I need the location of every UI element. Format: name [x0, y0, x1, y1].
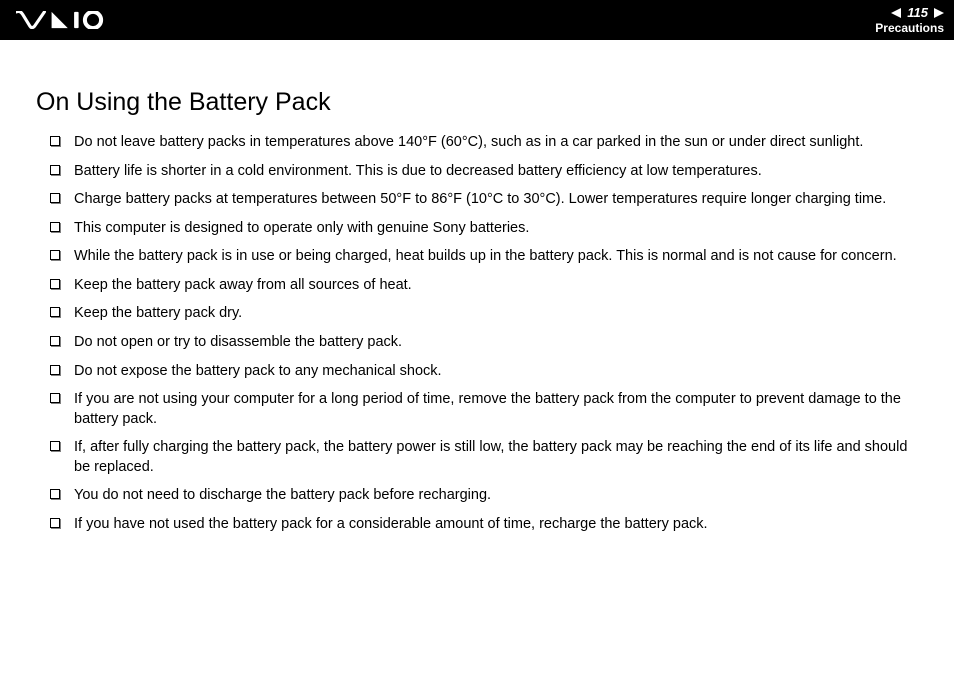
list-item-text: If, after fully charging the battery pac…	[74, 438, 918, 477]
vaio-logo	[16, 11, 116, 29]
bullet-icon	[50, 136, 60, 146]
list-item-text: This computer is designed to operate onl…	[74, 219, 918, 239]
page-number: 115	[907, 5, 928, 20]
prev-page-arrow-icon[interactable]	[891, 8, 901, 18]
list-item-text: You do not need to discharge the battery…	[74, 486, 918, 506]
list-item: Battery life is shorter in a cold enviro…	[50, 162, 918, 182]
list-item-text: Battery life is shorter in a cold enviro…	[74, 162, 918, 182]
list-item-text: Do not leave battery packs in temperatur…	[74, 133, 918, 153]
bullet-icon	[50, 250, 60, 260]
bullet-icon	[50, 279, 60, 289]
list-item: Charge battery packs at temperatures bet…	[50, 190, 918, 210]
list-item: While the battery pack is in use or bein…	[50, 247, 918, 267]
list-item-text: Keep the battery pack away from all sour…	[74, 276, 918, 296]
bullet-icon	[50, 307, 60, 317]
header-bar: 115 Precautions	[0, 0, 954, 40]
list-item-text: Charge battery packs at temperatures bet…	[74, 190, 918, 210]
list-item: Keep the battery pack dry.	[50, 304, 918, 324]
bullet-icon	[50, 441, 60, 451]
bullet-icon	[50, 222, 60, 232]
list-item-text: Do not expose the battery pack to any me…	[74, 362, 918, 382]
list-item: Do not open or try to disassemble the ba…	[50, 333, 918, 353]
next-page-arrow-icon[interactable]	[934, 8, 944, 18]
list-item: Keep the battery pack away from all sour…	[50, 276, 918, 296]
list-item: If, after fully charging the battery pac…	[50, 438, 918, 477]
page-title: On Using the Battery Pack	[36, 88, 918, 117]
page-content: On Using the Battery Pack Do not leave b…	[0, 40, 954, 534]
bullet-icon	[50, 365, 60, 375]
bullet-icon	[50, 393, 60, 403]
list-item-text: If you are not using your computer for a…	[74, 390, 918, 429]
bullet-icon	[50, 193, 60, 203]
list-item: Do not expose the battery pack to any me…	[50, 362, 918, 382]
bullet-icon	[50, 518, 60, 528]
section-name[interactable]: Precautions	[875, 21, 944, 35]
list-item: If you are not using your computer for a…	[50, 390, 918, 429]
header-nav: 115 Precautions	[875, 5, 944, 35]
bullet-icon	[50, 489, 60, 499]
list-item-text: If you have not used the battery pack fo…	[74, 515, 918, 535]
list-item-text: Keep the battery pack dry.	[74, 304, 918, 324]
bullet-icon	[50, 165, 60, 175]
list-item: You do not need to discharge the battery…	[50, 486, 918, 506]
list-item-text: While the battery pack is in use or bein…	[74, 247, 918, 267]
list-item: If you have not used the battery pack fo…	[50, 515, 918, 535]
list-item: Do not leave battery packs in temperatur…	[50, 133, 918, 153]
bullet-icon	[50, 336, 60, 346]
list-item: This computer is designed to operate onl…	[50, 219, 918, 239]
bullet-list: Do not leave battery packs in temperatur…	[36, 133, 918, 534]
list-item-text: Do not open or try to disassemble the ba…	[74, 333, 918, 353]
